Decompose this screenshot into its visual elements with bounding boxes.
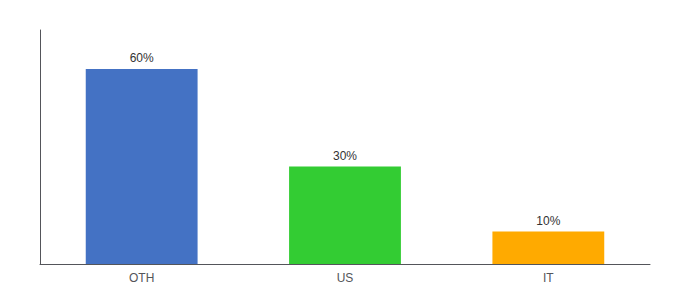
svg-text:US: US xyxy=(337,271,354,285)
svg-text:IT: IT xyxy=(543,271,554,285)
svg-text:30%: 30% xyxy=(333,149,357,163)
svg-text:60%: 60% xyxy=(130,51,154,65)
svg-text:10%: 10% xyxy=(536,214,560,228)
svg-text:OTH: OTH xyxy=(129,271,154,285)
